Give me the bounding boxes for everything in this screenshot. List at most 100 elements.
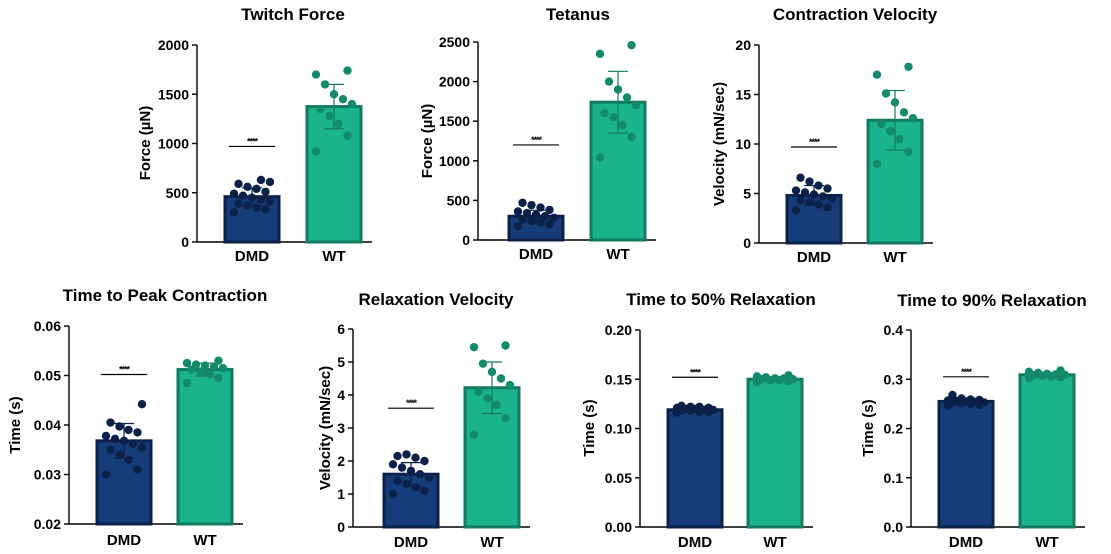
category-label: WT (322, 248, 345, 265)
y-tick-label: 1000 (158, 136, 189, 152)
significance-label: **** (119, 365, 131, 375)
data-point (334, 119, 343, 128)
category-label: DMD (107, 532, 141, 549)
data-point (234, 179, 243, 189)
chart-title: Time to 50% Relaxation (626, 290, 816, 309)
category-label: DMD (394, 534, 428, 551)
category-label: DMD (519, 246, 553, 263)
data-point (796, 173, 805, 182)
chart-panel-4: Time to Peak Contraction 0.02 0.03 0.04 0.05… (7, 286, 267, 549)
data-point (957, 394, 966, 403)
data-point (908, 114, 918, 123)
category-label: WT (480, 534, 503, 551)
data-point (814, 200, 823, 209)
data-point (505, 380, 515, 390)
data-point (805, 198, 814, 207)
data-point (872, 159, 882, 168)
data-point (469, 342, 479, 352)
data-point (595, 153, 605, 162)
category-label: DMD (678, 534, 712, 551)
data-point (805, 177, 814, 186)
chart-panel-6: Time to 50% Relaxation 0.00 0.05 0.10 0.15 0.… (581, 290, 816, 551)
data-point (595, 49, 605, 59)
chart-panel-5: Relaxation Velocity 0 1 2 3 4 5 6 Velocity (mN/s… (317, 290, 530, 551)
y-tick-label: 0.15 (605, 371, 632, 387)
data-point (501, 413, 510, 423)
data-point (618, 120, 627, 130)
significance-label: **** (247, 136, 259, 146)
y-axis-label: Time (s) (581, 399, 598, 456)
data-point (393, 476, 402, 485)
data-point (115, 422, 124, 431)
y-tick-label: 0.03 (34, 467, 61, 483)
data-point (411, 483, 420, 492)
data-point (182, 358, 192, 368)
data-point (128, 439, 138, 449)
data-point (101, 470, 111, 479)
data-point (474, 387, 483, 396)
data-point (823, 203, 832, 212)
data-point (966, 395, 975, 404)
y-tick-label: 0.2 (884, 421, 904, 437)
data-point (704, 403, 713, 413)
data-point (106, 418, 115, 427)
data-point (388, 460, 398, 469)
data-point (877, 120, 886, 129)
data-point (325, 111, 334, 121)
y-tick-label: 2000 (158, 37, 189, 53)
category-label: WT (193, 532, 216, 549)
chart-title: Contraction Velocity (773, 5, 938, 24)
y-tick-label: 0.00 (605, 519, 632, 535)
data-point (886, 126, 895, 136)
y-tick-label: 0.3 (884, 371, 904, 387)
data-point (522, 208, 532, 218)
data-point (229, 189, 239, 198)
y-tick-label: 5 (743, 186, 751, 202)
y-tick-label: 0.0 (884, 519, 904, 535)
data-point (487, 367, 497, 377)
data-point (229, 208, 239, 217)
data-point (311, 70, 321, 79)
significance-label: **** (961, 367, 973, 377)
data-point (133, 465, 142, 474)
data-point (133, 428, 142, 437)
chart-title: Twitch Force (241, 5, 345, 24)
data-point (119, 436, 129, 446)
data-point (261, 205, 270, 214)
category-label: WT (883, 249, 906, 266)
data-point (106, 445, 115, 454)
y-tick-label: 0.10 (605, 421, 632, 437)
y-tick-label: 5 (337, 354, 345, 370)
data-point (397, 463, 407, 472)
data-point (1033, 368, 1043, 378)
data-point (200, 361, 210, 370)
category-label: WT (763, 534, 786, 551)
data-point (770, 374, 780, 383)
data-point (818, 192, 828, 201)
data-point (1042, 369, 1052, 379)
data-point (904, 62, 913, 71)
data-point (137, 400, 147, 409)
data-point (343, 131, 352, 140)
chart-panel-1: Twitch Force 0 500 1000 1500 2000 Force (µN) DM… (137, 5, 372, 265)
data-point (890, 98, 900, 107)
significance-label: **** (690, 367, 702, 377)
y-tick-label: 0 (743, 235, 751, 251)
data-point (627, 40, 636, 50)
data-point (627, 132, 636, 142)
y-tick-label: 1000 (439, 153, 470, 169)
data-point (124, 455, 133, 464)
data-point (424, 473, 434, 482)
data-point (545, 205, 554, 215)
data-point (609, 113, 618, 122)
bar-wt (746, 377, 804, 529)
data-point (182, 378, 192, 388)
y-axis-label: Force (µN) (419, 104, 436, 178)
data-point (115, 450, 124, 459)
data-point (214, 356, 223, 365)
data-point (261, 187, 270, 196)
data-point (388, 489, 398, 499)
bar-dmd (937, 399, 995, 529)
bar-wt (1018, 373, 1076, 529)
data-point (256, 195, 266, 204)
